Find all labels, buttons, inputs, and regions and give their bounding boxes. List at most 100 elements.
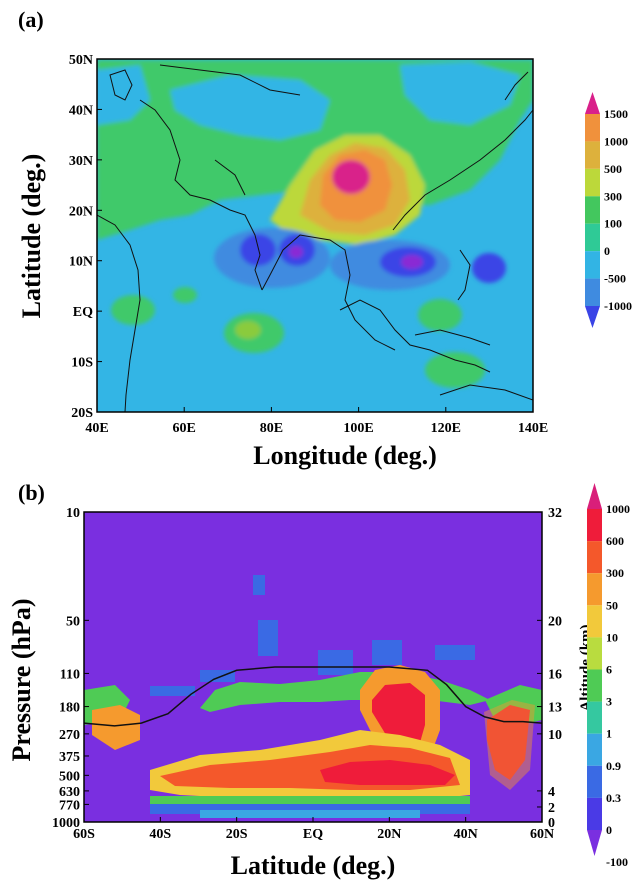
zone-violet-low-india-1: [240, 234, 276, 266]
colorbar-label: 6: [606, 663, 612, 677]
pressure-tick-label: 180: [59, 701, 80, 716]
zone-b-red-low: [320, 760, 455, 785]
zone-b-orange-east: [484, 700, 535, 790]
panel-a-heatmap: [97, 59, 533, 412]
zone-magenta-low-india: [289, 246, 303, 258]
pressure-tick-label: 270: [59, 728, 80, 743]
colorbar-swatch: [585, 168, 600, 197]
coastlines: [97, 64, 533, 412]
x-tick-label: 40N: [454, 827, 478, 842]
colorbar-label: 300: [606, 566, 624, 580]
colorbar-label: -100: [606, 855, 628, 869]
altitude-tick-label: 10: [548, 728, 562, 743]
zone-magenta-low-sea: [401, 255, 423, 269]
zone-b-blue-3: [258, 620, 278, 656]
pressure-tick-label: 110: [60, 667, 80, 682]
colorbar-label: 0: [606, 823, 612, 837]
x-tick-label: 100E: [343, 421, 373, 436]
altitude-tick-label: 4: [548, 785, 555, 800]
y-tick-label: 40N: [69, 103, 93, 118]
x-tick-label: 60E: [173, 421, 196, 436]
x-tick-label: 140E: [518, 421, 548, 436]
altitude-tick-label: 2: [548, 801, 555, 816]
zone-green-patch-6: [235, 321, 261, 339]
x-tick-label: 60N: [530, 827, 554, 842]
colorbar-swatch: [585, 251, 600, 279]
colorbar-label: 3: [606, 695, 612, 709]
colorbar-swatch: [587, 733, 602, 766]
x-tick-label: 20N: [377, 827, 401, 842]
y-tick-label: 10S: [71, 356, 93, 371]
y-tick-label: 50N: [69, 53, 93, 68]
colorbar-label: 10: [606, 630, 618, 644]
altitude-tick-label: 0: [548, 816, 555, 831]
pressure-tick-label: 50: [66, 614, 80, 629]
x-tick-label: 120E: [431, 421, 461, 436]
colorbar-swatch: [585, 196, 600, 224]
zone-light-blue-asia: [400, 62, 520, 125]
colorbar-swatch: [587, 605, 602, 638]
pressure-tick-label: 375: [59, 750, 80, 765]
x-tick-label: EQ: [303, 827, 323, 842]
colorbar-bottom-arrow: [585, 306, 600, 328]
panel-a-y-axis-title: Latitude (deg.): [17, 154, 46, 319]
colorbar-swatch: [585, 223, 600, 252]
colorbar-swatch: [587, 509, 602, 542]
zone-magenta-1500: [332, 160, 370, 194]
x-tick-label: 20S: [226, 827, 248, 842]
altitude-tick-label: 20: [548, 614, 562, 629]
colorbar-label: -500: [604, 272, 626, 286]
panel-b-heatmap: [84, 512, 542, 822]
colorbar-swatch: [585, 114, 600, 142]
panel-b-label: (b): [18, 480, 45, 505]
colorbar-label: 1000: [604, 134, 628, 148]
panel-b-y-axis-title: Pressure (hPa): [7, 599, 36, 762]
colorbar-swatch: [587, 701, 602, 734]
colorbar-label: 0.3: [606, 791, 621, 805]
zone-light-blue-west: [97, 65, 150, 125]
pressure-tick-label: 500: [59, 769, 80, 784]
colorbar-label: 1000: [606, 502, 630, 516]
x-tick-label: 40E: [85, 421, 108, 436]
zone-b-bl-blue: [150, 804, 470, 814]
colorbar-swatch: [587, 637, 602, 670]
panel-b-x-axis-title: Latitude (deg.): [231, 851, 396, 880]
altitude-tick-label: 32: [548, 506, 562, 521]
zone-b-bl-green: [150, 796, 470, 804]
colorbar-label: 600: [606, 534, 624, 548]
colorbar-top-arrow: [585, 92, 600, 114]
colorbar-top-arrow: [587, 483, 602, 509]
panel-b-colorbar: 1000 600 300 50 10 6 3 1 0.9 0.3 0 -100: [587, 483, 630, 869]
zone-light-blue-tibet: [170, 75, 330, 140]
zone-b-blue-5: [372, 640, 402, 665]
colorbar-bottom-arrow: [587, 830, 602, 856]
panel-b-x-ticks: 60S 40S 20S EQ 20N 40N 60N: [73, 817, 554, 842]
pressure-tick-label: 10: [66, 506, 80, 521]
tropopause-line: [84, 666, 542, 727]
zone-green-patch-5: [425, 352, 485, 388]
zone-green-patch-4: [418, 299, 462, 331]
colorbar-swatch: [585, 141, 600, 169]
y-tick-label: 10N: [69, 255, 93, 270]
zone-b-blue-2: [200, 670, 235, 682]
colorbar-swatch: [587, 669, 602, 702]
y-tick-label: EQ: [73, 305, 93, 320]
y-tick-label: 20S: [71, 406, 93, 421]
zone-b-blue-1: [150, 686, 195, 696]
y-tick-label: 30N: [69, 154, 93, 169]
y-tick-label: 20N: [69, 204, 93, 219]
colorbar-swatch: [587, 765, 602, 798]
colorbar-label: 500: [604, 162, 622, 176]
panel-a-label: (a): [18, 7, 44, 32]
colorbar-label: 50: [606, 598, 618, 612]
colorbar-label: 300: [604, 189, 622, 203]
colorbar-swatch: [587, 797, 602, 830]
pressure-tick-label: 630: [59, 785, 80, 800]
colorbar-label: 1: [606, 727, 612, 741]
colorbar-label: 0: [604, 244, 610, 258]
colorbar-label: 1500: [604, 107, 628, 121]
panel-a-x-ticks: 40E 60E 80E 100E 120E 140E: [85, 407, 548, 436]
